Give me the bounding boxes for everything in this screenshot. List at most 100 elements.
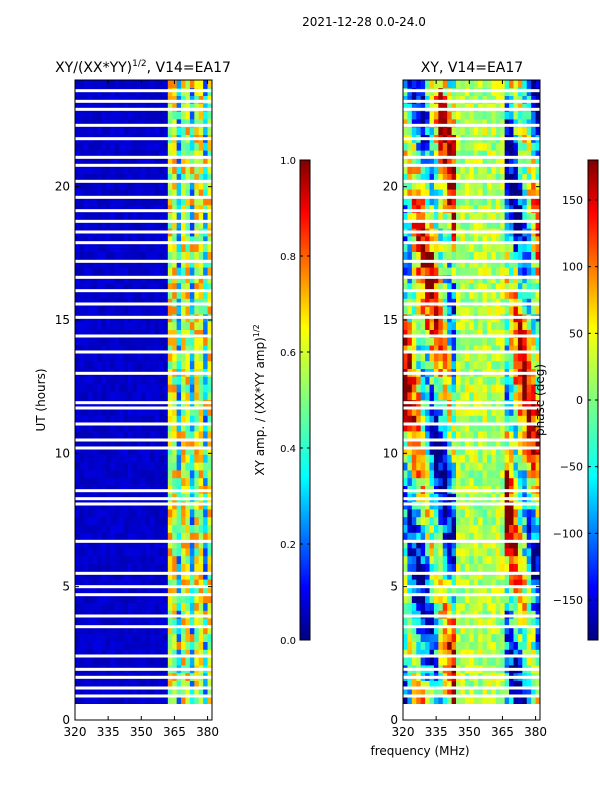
heatmap-cell <box>456 696 461 705</box>
heatmap-cell <box>491 251 497 260</box>
heatmap-cell <box>456 353 461 362</box>
heatmap-cell <box>442 477 448 486</box>
heatmap-cell <box>92 142 98 151</box>
heatmap-cell <box>123 657 129 666</box>
heatmap-cell <box>88 103 94 112</box>
heatmap-cell <box>425 602 430 611</box>
heatmap-cell <box>163 384 169 393</box>
heatmap-cell <box>158 571 164 580</box>
heatmap-cell <box>469 353 475 362</box>
heatmap-cell <box>460 641 466 650</box>
heatmap-cell <box>97 95 102 104</box>
heatmap-cell <box>495 587 501 596</box>
heatmap-cell <box>504 579 510 588</box>
heatmap-cell <box>185 407 191 416</box>
heatmap-cell <box>75 275 80 284</box>
heatmap-cell <box>460 103 466 112</box>
heatmap-cell <box>429 641 435 650</box>
heatmap-cell <box>172 587 178 596</box>
heatmap-cell <box>105 189 111 198</box>
heatmap-cell <box>150 438 155 447</box>
heatmap-cell <box>185 329 191 338</box>
heatmap-cell <box>207 657 212 666</box>
heatmap-cell <box>181 446 186 455</box>
heatmap-cell <box>158 212 164 221</box>
heatmap-cell <box>207 337 212 346</box>
heatmap-cell <box>464 477 470 486</box>
heatmap-cell <box>128 657 133 666</box>
heatmap-cell <box>101 688 107 697</box>
heatmap-cell <box>420 392 426 401</box>
heatmap-cell <box>451 446 457 455</box>
heatmap-cell <box>411 345 417 354</box>
heatmap-cell <box>491 633 497 642</box>
heatmap-cell <box>176 649 182 658</box>
heatmap-cell <box>203 353 208 362</box>
heatmap-cell <box>172 532 178 541</box>
heatmap-cell <box>185 111 191 120</box>
heatmap-cell <box>420 267 426 276</box>
heatmap-cell <box>181 220 186 229</box>
heatmap-cell <box>403 431 408 440</box>
heatmap-cell <box>163 165 169 174</box>
heatmap-cell <box>403 470 408 479</box>
heatmap-cell <box>119 618 125 627</box>
heatmap-cell <box>495 142 501 151</box>
heatmap-cell <box>447 158 453 167</box>
heatmap-cell <box>416 415 422 424</box>
heatmap-cell <box>198 509 204 518</box>
heatmap-cell <box>198 353 204 362</box>
heatmap-cell <box>88 407 94 416</box>
heatmap-cell <box>123 103 129 112</box>
heatmap-cell <box>158 251 164 260</box>
heatmap-cell <box>167 306 173 315</box>
heatmap-cell <box>163 282 169 291</box>
heatmap-cell <box>486 509 492 518</box>
heatmap-cell <box>407 524 413 533</box>
heatmap-cell <box>531 571 536 580</box>
heatmap-cell <box>203 204 208 213</box>
heatmap-cell <box>504 431 510 440</box>
heatmap-cell <box>141 680 147 689</box>
heatmap-cell <box>482 407 488 416</box>
heatmap-cell <box>203 259 208 268</box>
heatmap-cell <box>464 438 470 447</box>
flagged-row <box>75 289 212 293</box>
heatmap-cell <box>110 212 116 221</box>
heatmap-cell <box>495 446 501 455</box>
heatmap-cell <box>531 477 536 486</box>
heatmap-cell <box>407 353 413 362</box>
heatmap-cell <box>176 126 182 135</box>
heatmap-cell <box>154 516 160 525</box>
heatmap-cell <box>97 594 102 603</box>
heatmap-cell <box>429 126 435 135</box>
heatmap-cell <box>105 587 111 596</box>
heatmap-cell <box>438 158 444 167</box>
heatmap-cell <box>145 532 151 541</box>
heatmap-cell <box>460 431 466 440</box>
heatmap-cell <box>442 321 448 330</box>
heatmap-cell <box>128 423 133 432</box>
heatmap-cell <box>482 103 488 112</box>
heatmap-cell <box>425 415 430 424</box>
heatmap-cell <box>176 321 182 330</box>
heatmap-cell <box>88 275 94 284</box>
heatmap-cell <box>464 633 470 642</box>
heatmap-cell <box>189 181 195 190</box>
heatmap-cell <box>145 212 151 221</box>
heatmap-cell <box>194 95 200 104</box>
heatmap-cell <box>163 212 169 221</box>
heatmap-cell <box>181 337 186 346</box>
heatmap-cell <box>442 220 448 229</box>
heatmap-cell <box>75 454 80 463</box>
heatmap-cell <box>420 275 426 284</box>
heatmap-cell <box>172 243 178 252</box>
heatmap-cell <box>150 119 155 128</box>
heatmap-cell <box>491 626 497 635</box>
heatmap-cell <box>75 680 80 689</box>
heatmap-cell <box>119 103 125 112</box>
heatmap-cell <box>92 126 98 135</box>
heatmap-cell <box>513 204 519 213</box>
heatmap-cell <box>79 384 85 393</box>
heatmap-cell <box>491 220 497 229</box>
